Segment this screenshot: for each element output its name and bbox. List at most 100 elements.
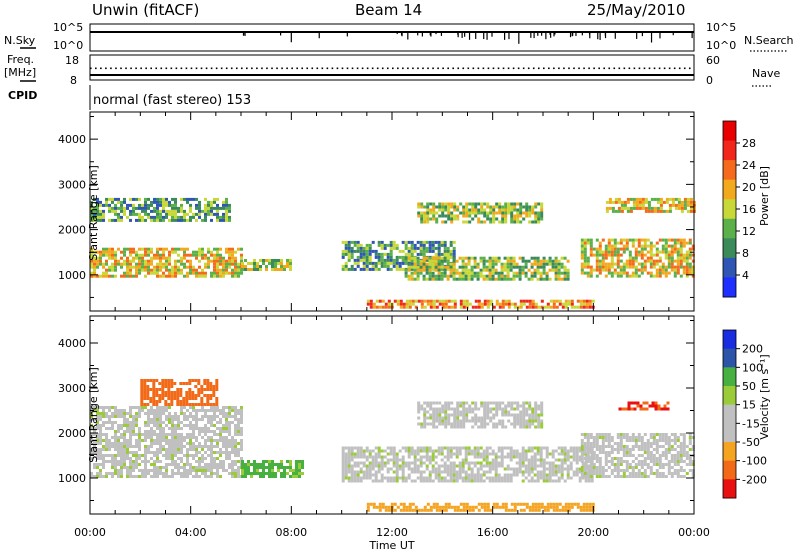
velocity-cell <box>586 442 590 445</box>
power-cell <box>392 261 396 265</box>
velocity-cell <box>265 472 268 475</box>
power-cell <box>350 264 354 268</box>
velocity-cell <box>371 473 375 477</box>
velocity-cell <box>153 463 156 466</box>
velocity-cell <box>126 466 129 469</box>
velocity-cell <box>198 457 201 460</box>
power-cell <box>192 265 195 269</box>
velocity-cell <box>422 476 426 480</box>
power-cell <box>459 302 463 306</box>
power-cell <box>688 262 692 266</box>
power-cell <box>554 268 558 272</box>
velocity-cell <box>105 436 108 439</box>
power-cell <box>492 305 496 309</box>
velocity-cell <box>509 476 513 480</box>
velocity-cell <box>476 470 480 474</box>
velocity-cell <box>509 455 513 459</box>
power-cell <box>641 197 645 201</box>
velocity-cell <box>368 452 372 456</box>
velocity-cell <box>503 473 507 477</box>
power-cell <box>392 243 396 247</box>
velocity-cell <box>462 422 466 426</box>
velocity-cell <box>171 442 174 445</box>
velocity-cell <box>386 446 390 450</box>
power-cell <box>643 244 647 248</box>
velocity-cell <box>652 433 656 436</box>
power-cell <box>183 215 186 219</box>
velocity-cell <box>344 455 348 459</box>
power-cell <box>555 299 559 303</box>
velocity-cell <box>374 446 378 450</box>
velocity-cell <box>141 472 144 475</box>
velocity-cell <box>99 415 102 418</box>
velocity-cell <box>524 476 528 480</box>
power-cell <box>428 274 432 278</box>
power-cell <box>685 262 689 266</box>
velocity-cell <box>531 419 535 423</box>
velocity-cell <box>126 439 129 442</box>
velocity-cell <box>156 406 159 409</box>
velocity-cell <box>519 413 523 417</box>
velocity-cell <box>195 418 198 421</box>
power-cell <box>132 265 135 269</box>
velocity-cell <box>368 449 372 453</box>
velocity-cell <box>622 472 626 475</box>
velocity-cell <box>446 458 450 462</box>
velocity-cell <box>551 464 555 468</box>
power-cell <box>677 206 681 210</box>
power-cell <box>480 208 484 212</box>
nave-point <box>140 67 142 70</box>
power-cell <box>446 252 450 256</box>
power-cell <box>566 271 570 275</box>
velocity-cell <box>452 464 456 468</box>
power-cell <box>447 208 451 212</box>
power-cell <box>380 258 384 262</box>
power-cell <box>416 268 420 272</box>
power-cell <box>271 265 274 268</box>
power-cell <box>449 240 453 244</box>
velocity-cell <box>494 470 498 474</box>
power-cell <box>616 259 620 263</box>
velocity-cell <box>170 397 174 400</box>
velocity-cell <box>682 433 686 436</box>
power-cell <box>548 277 552 281</box>
velocity-cell <box>147 418 150 421</box>
velocity-cell <box>222 445 225 448</box>
velocity-cell <box>123 412 126 415</box>
velocity-cell <box>132 421 135 424</box>
velocity-cell <box>440 470 444 474</box>
velocity-cell <box>225 427 228 430</box>
power-cell <box>350 240 354 244</box>
power-cell <box>686 200 690 204</box>
velocity-cell <box>138 433 141 436</box>
velocity-cell <box>491 461 495 465</box>
power-cell <box>658 256 662 260</box>
power-cell <box>156 203 159 207</box>
velocity-cell <box>177 445 180 448</box>
velocity-cell <box>563 449 567 453</box>
nave-point <box>311 67 314 70</box>
velocity-cell <box>542 461 546 465</box>
power-cell <box>247 262 250 265</box>
velocity-cell <box>111 442 114 445</box>
velocity-cell <box>144 463 147 466</box>
velocity-cell <box>456 413 460 417</box>
nave-point <box>548 67 550 70</box>
power-cell <box>425 277 429 281</box>
velocity-cell <box>185 403 189 406</box>
power-cell <box>519 211 523 215</box>
power-cell <box>661 247 665 251</box>
velocity-cell <box>578 449 582 453</box>
velocity-cell <box>474 407 478 411</box>
power-cell <box>545 262 549 266</box>
power-cell <box>461 265 465 269</box>
velocity-cell <box>431 452 435 456</box>
power-cell <box>156 262 159 266</box>
velocity-cell <box>212 385 216 388</box>
power-cell <box>231 274 234 278</box>
power-cell <box>141 206 144 210</box>
velocity-cell <box>482 470 486 474</box>
power-cell <box>159 212 162 216</box>
power-cell <box>416 252 420 256</box>
velocity-cell <box>99 451 102 454</box>
